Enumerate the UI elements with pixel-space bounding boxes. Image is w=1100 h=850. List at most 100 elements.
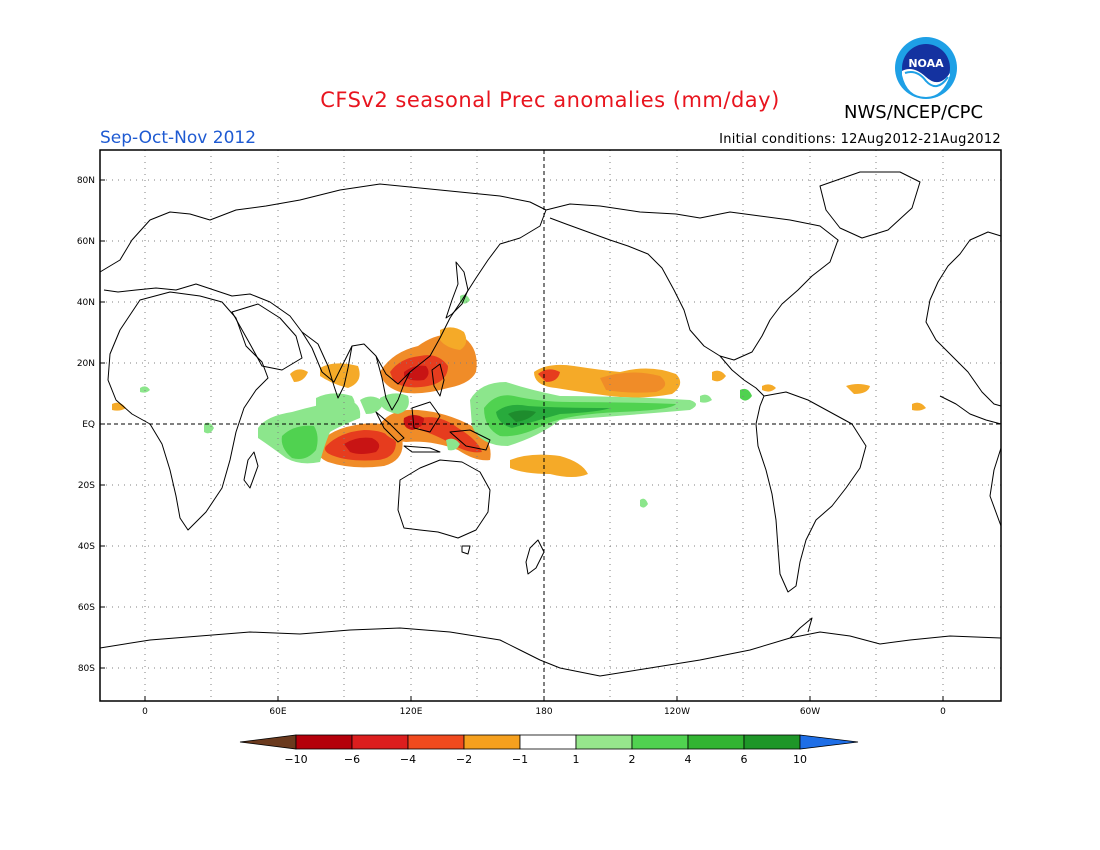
dry-anomaly-new-guinea xyxy=(420,417,482,453)
colorbar-swatch xyxy=(351,734,409,750)
wet-anomaly-maritime-north xyxy=(380,393,409,414)
lon-label-60w: 60W xyxy=(800,707,820,717)
colorbar-arrow-high xyxy=(799,734,859,750)
coastline-south-america xyxy=(755,391,867,593)
colorbar-tick-label: 2 xyxy=(629,753,636,766)
coastline-antarctic-peninsula xyxy=(789,617,813,639)
frame-ticks xyxy=(100,179,944,701)
coastline-japan xyxy=(445,261,469,319)
wet-anomaly-indian-north xyxy=(316,393,355,412)
coastline-india xyxy=(301,331,353,399)
colorbar-tick-label: 4 xyxy=(685,753,692,766)
colorbar-tick-label: 6 xyxy=(741,753,748,766)
colorbar-tick-label: −1 xyxy=(512,753,528,766)
wet-anomaly-africa-east xyxy=(204,422,214,434)
dry-anomaly-philippines-max xyxy=(404,365,429,381)
lat-label-80n: 80N xyxy=(77,176,95,186)
wet-anomaly-caribbean xyxy=(740,388,752,401)
dry-anomaly-hawaii-area xyxy=(538,369,560,382)
wet-anomaly-arabian xyxy=(140,386,150,393)
coastline-borneo xyxy=(411,401,441,433)
colorbar-swatch xyxy=(743,734,801,750)
coastline-philippines xyxy=(431,363,445,397)
coastline-madagascar xyxy=(243,451,259,489)
colorbar-tick-label: 10 xyxy=(793,753,807,766)
lat-label-60n: 60N xyxy=(77,237,95,247)
wet-anomaly-central-pacific-core xyxy=(484,395,676,437)
colorbar-tick-label: −4 xyxy=(400,753,416,766)
season-label: Sep-Oct-Nov 2012 xyxy=(100,128,257,148)
lon-label-120w: 120W xyxy=(664,707,690,717)
wet-anomalies xyxy=(140,294,752,508)
svg-text:NOAA: NOAA xyxy=(908,57,944,70)
lon-label-0-east: 0 xyxy=(940,707,946,717)
colorbar-swatch xyxy=(407,734,465,750)
initial-conditions-label: Initial conditions: 12Aug2012-21Aug2012 xyxy=(719,132,1001,147)
wet-anomaly-west-indian-core xyxy=(281,425,318,459)
coastline-africa-east-edge xyxy=(939,395,1002,425)
lat-label-eq: EQ xyxy=(82,420,95,430)
graticule xyxy=(100,150,1001,701)
wet-anomaly-central-pacific-peak xyxy=(508,410,536,422)
colorbar-swatch xyxy=(463,734,521,750)
wet-anomaly-central-america xyxy=(700,394,712,403)
coastline-africa xyxy=(107,291,269,531)
organization-label: NWS/NCEP/CPC xyxy=(844,102,984,123)
lon-label-0: 0 xyxy=(142,707,148,717)
lat-label-20n: 20N xyxy=(77,359,95,369)
colorbar-swatch xyxy=(575,734,633,750)
colorbar-swatch xyxy=(687,734,745,750)
coastline-eurasia xyxy=(99,183,547,385)
dry-anomaly-arabian-sea xyxy=(290,369,308,382)
lat-label-80s: 80S xyxy=(78,664,95,674)
coastlines xyxy=(99,171,1002,677)
coastline-greenland xyxy=(819,171,921,239)
coastline-indochina xyxy=(375,355,411,411)
wet-anomaly-new-guinea-south xyxy=(446,438,460,451)
colorbar-legend: −10 −6 −4 −2 −1 1 2 4 6 10 xyxy=(239,734,859,766)
dry-anomaly-caribbean xyxy=(762,384,776,392)
dry-anomaly-bay-bengal xyxy=(320,363,360,388)
coastline-europe-east-edge xyxy=(925,231,1002,407)
chart-title: CFSv2 seasonal Prec anomalies (mm/day) xyxy=(320,88,780,112)
coastline-new-zealand xyxy=(525,539,545,575)
lat-label-40s: 40S xyxy=(78,542,95,552)
coastline-new-guinea xyxy=(449,429,491,451)
colorbar-tick-label: −10 xyxy=(284,753,307,766)
coastline-australia xyxy=(397,459,491,539)
noaa-logo-icon: NOAA xyxy=(895,37,957,99)
colorbar-swatch xyxy=(519,734,577,750)
coastline-north-america xyxy=(545,203,839,361)
dry-anomaly-indian-ocean-max xyxy=(344,437,380,454)
lon-label-60e: 60E xyxy=(269,707,286,717)
lat-label-60s: 60S xyxy=(78,603,95,613)
dry-anomaly-central-america xyxy=(712,370,726,382)
colorbar-arrow-low xyxy=(239,734,297,750)
lon-label-120e: 120E xyxy=(400,707,423,717)
coastline-java xyxy=(403,445,441,453)
dry-anomaly-west-pacific-north xyxy=(440,327,467,350)
coastline-antarctica xyxy=(99,627,1002,677)
wet-anomaly-japan xyxy=(460,294,470,304)
colorbar-tick-label: −2 xyxy=(456,753,472,766)
coastline-central-america xyxy=(719,355,765,397)
coastline-africa-south-east-edge xyxy=(989,447,1002,527)
longitude-labels: 0 60E 120E 180 120W 60W 0 xyxy=(142,707,946,717)
colorbar-tick-label: 1 xyxy=(573,753,580,766)
dry-anomaly-gulf-guinea xyxy=(912,402,926,411)
colorbar-swatch xyxy=(295,734,353,750)
dry-anomaly-west-africa xyxy=(112,402,126,411)
dry-anomaly-atlantic-north xyxy=(846,384,870,394)
colorbar-tick-label: −6 xyxy=(344,753,360,766)
coastline-sumatra xyxy=(375,411,405,443)
coastline-arabia xyxy=(231,303,303,371)
lat-label-40n: 40N xyxy=(77,298,95,308)
lon-label-180: 180 xyxy=(535,707,552,717)
dry-anomaly-south-pacific xyxy=(510,454,588,477)
dry-anomaly-central-pacific-core xyxy=(600,372,666,393)
map-frame xyxy=(99,149,1002,702)
wet-anomaly-sri-lanka xyxy=(360,396,384,414)
wet-anomaly-south-pacific-spot xyxy=(640,498,648,508)
coastline-tasmania xyxy=(461,545,471,555)
